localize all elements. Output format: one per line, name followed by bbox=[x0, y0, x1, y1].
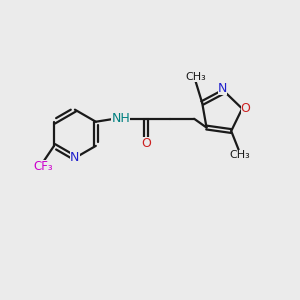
Text: N: N bbox=[218, 82, 227, 95]
Text: O: O bbox=[241, 102, 250, 115]
Text: O: O bbox=[141, 137, 151, 150]
Text: CF₃: CF₃ bbox=[33, 160, 53, 173]
Text: CH₃: CH₃ bbox=[230, 150, 250, 160]
Text: N: N bbox=[70, 152, 80, 164]
Text: CH₃: CH₃ bbox=[185, 72, 206, 82]
Text: NH: NH bbox=[112, 112, 130, 125]
